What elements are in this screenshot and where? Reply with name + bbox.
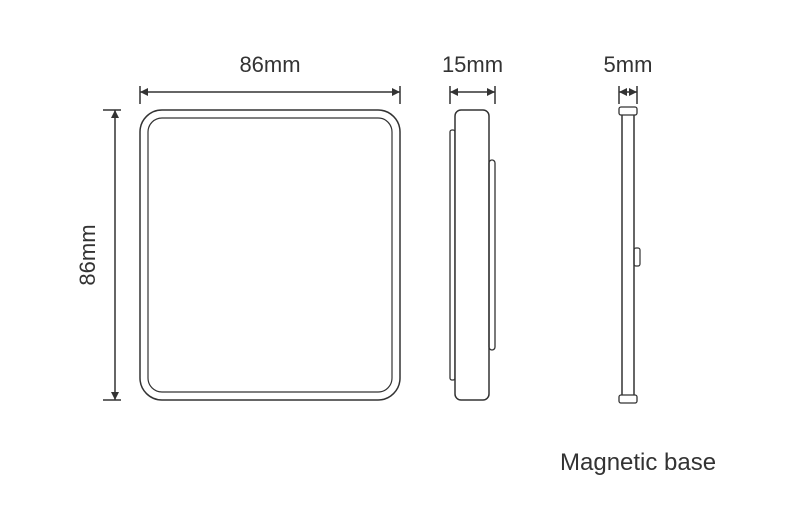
front-dim-left: 86mm: [75, 110, 121, 400]
front-view: 86mm 86mm: [75, 52, 400, 400]
base-dim: 5mm: [604, 52, 653, 104]
front-dim-left-label: 86mm: [75, 224, 100, 285]
front-inner-rect: [148, 118, 392, 392]
side-view: 15mm: [442, 52, 503, 400]
front-dim-top: 86mm: [140, 52, 400, 104]
base-cap-top: [619, 107, 637, 115]
base-cap-bot: [619, 395, 637, 403]
side-dim: 15mm: [442, 52, 503, 104]
side-dim-label: 15mm: [442, 52, 503, 77]
base-bump: [634, 248, 640, 266]
side-body: [455, 110, 489, 400]
base-plate: [622, 110, 634, 400]
base-view: 5mm Magnetic base: [560, 52, 716, 476]
side-handle: [489, 160, 495, 350]
base-caption: Magnetic base: [560, 449, 716, 476]
base-dim-label: 5mm: [604, 52, 653, 77]
front-dim-top-label: 86mm: [239, 52, 300, 77]
front-outer-rect: [140, 110, 400, 400]
dimension-diagram: 86mm 86mm 15mm: [0, 0, 787, 522]
